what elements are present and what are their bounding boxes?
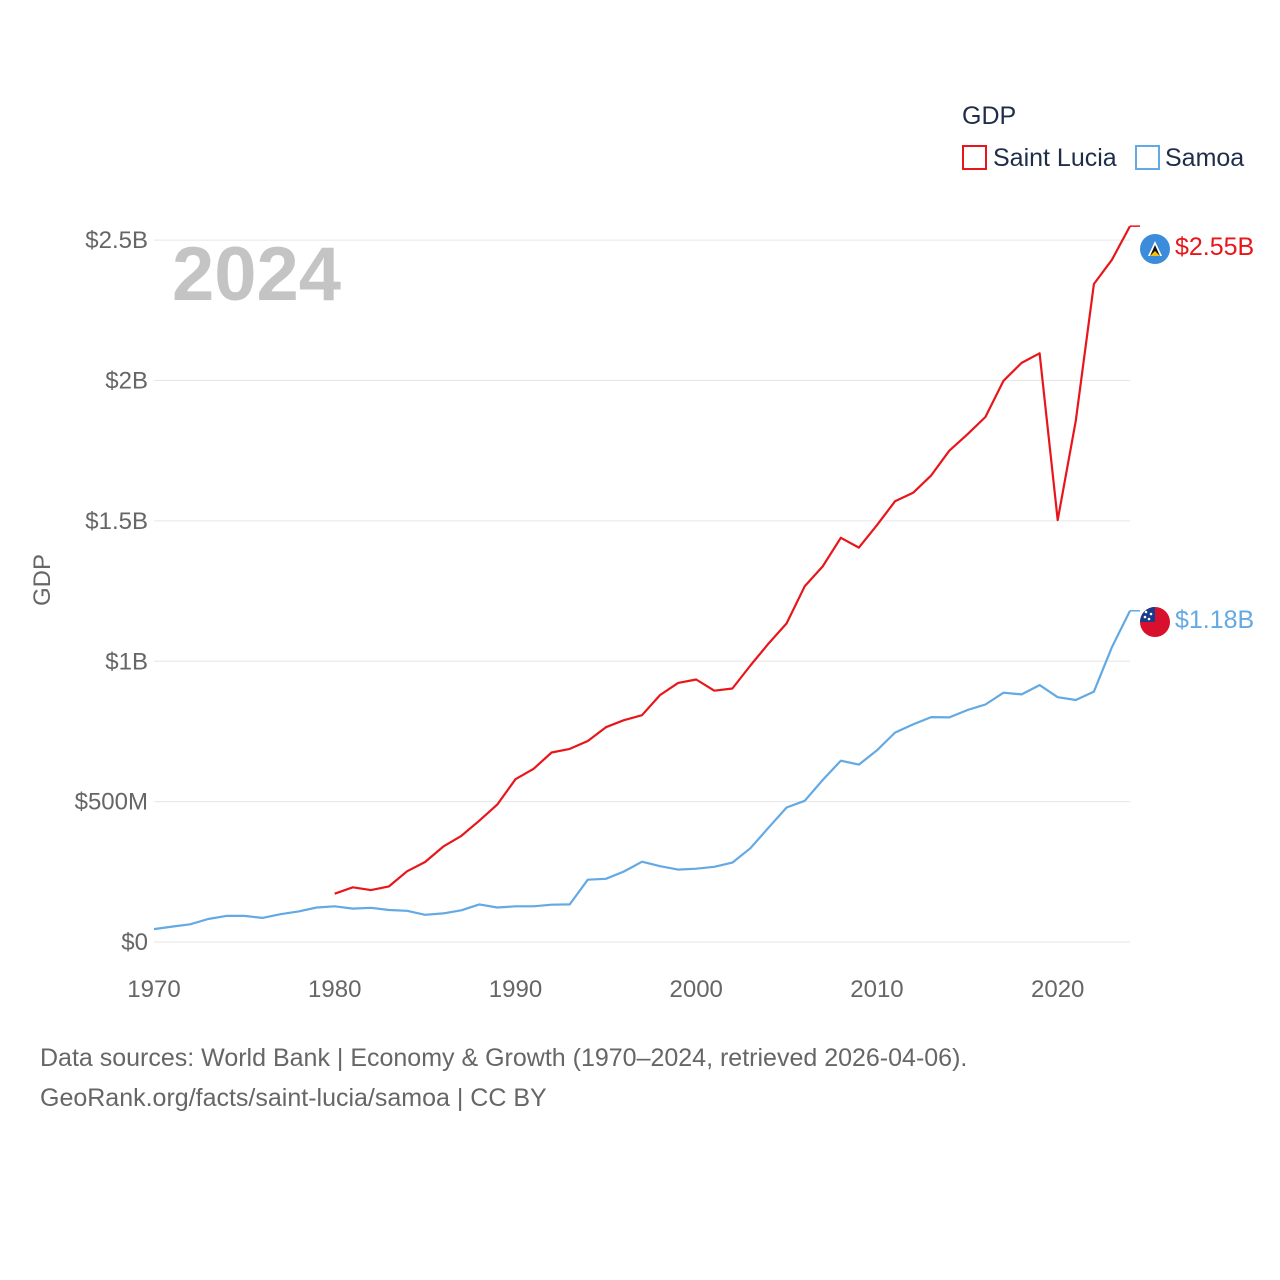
samoa-flag-icon	[1140, 607, 1170, 637]
y-tick-label: $0	[121, 929, 148, 956]
footer-sources: Data sources: World Bank | Economy & Gro…	[40, 1044, 968, 1072]
y-tick-label: $1B	[105, 648, 148, 675]
y-axis-title: GDP	[29, 554, 56, 606]
footer-attribution: GeoRank.org/facts/saint-lucia/samoa | CC…	[40, 1084, 547, 1112]
y-tick-label: $2B	[105, 368, 148, 395]
x-axis-ticks: 1970 1980 1990 2000 2010 2020	[127, 976, 1084, 1003]
legend-title: GDP	[962, 102, 1016, 130]
series-lines	[153, 225, 1140, 931]
series-line-samoa	[153, 610, 1131, 931]
samoa-end-label: $1.18B	[1175, 606, 1254, 634]
x-tick-label: 2020	[1031, 976, 1084, 1003]
y-axis-ticks: $0 $500M $1B $1.5B $2B $2.5B	[75, 227, 148, 956]
x-tick-label: 1990	[489, 976, 542, 1003]
y-tick-label: $1.5B	[85, 508, 148, 535]
x-tick-label: 2000	[670, 976, 723, 1003]
y-tick-label: $500M	[75, 789, 148, 816]
legend-label-samoa: Samoa	[1165, 144, 1244, 172]
x-tick-label: 1980	[308, 976, 361, 1003]
legend-item-saint-lucia[interactable]: Saint Lucia	[962, 144, 1117, 172]
gridlines	[154, 239, 1130, 943]
legend-item-samoa[interactable]: Samoa	[1135, 144, 1244, 172]
saint-lucia-end-label: $2.55B	[1175, 233, 1254, 261]
y-tick-label: $2.5B	[85, 227, 148, 254]
series-line-saint-lucia	[334, 225, 1131, 895]
legend-swatch-saint-lucia	[962, 145, 987, 170]
x-tick-label: 2010	[850, 976, 903, 1003]
legend-swatch-samoa	[1135, 145, 1160, 170]
year-label: 2024	[172, 232, 341, 317]
legend-label-saint-lucia: Saint Lucia	[993, 144, 1117, 172]
legend: GDP Saint Lucia Samoa	[962, 102, 1244, 172]
saint-lucia-flag-icon	[1140, 234, 1170, 264]
x-tick-label: 1970	[127, 976, 180, 1003]
